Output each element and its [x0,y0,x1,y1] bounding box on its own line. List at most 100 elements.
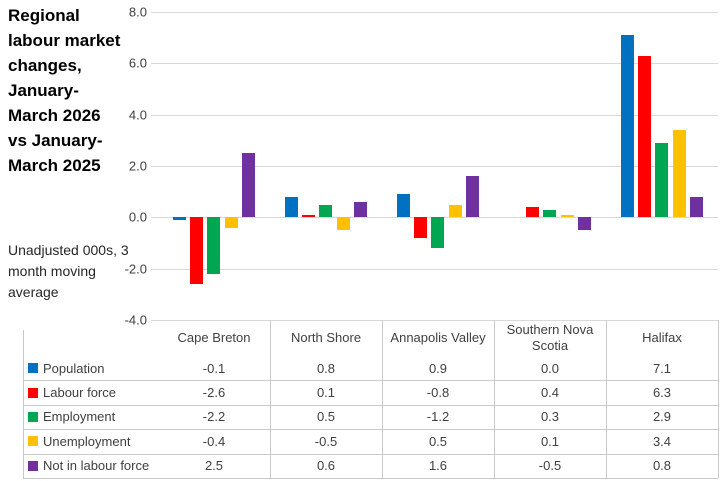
y-axis-label: 4.0 [128,107,147,123]
bar-population-north-shore [284,196,298,218]
chart-title: Regional labour market changes, January-… [8,6,121,175]
table-value-employment-annapolis-valley: -1.2 [426,409,450,425]
legend-swatch-employment [28,411,38,422]
table-value-employment-halifax: 2.9 [652,409,672,425]
bar-not-in-labour-force-southern-nova-scotia [578,217,592,231]
y-axis-label: 0.0 [128,209,147,225]
table-value-labour-force-halifax: 6.3 [652,385,672,401]
table-column-divider [270,320,271,478]
category-label-southern-nova-scotia: Southern Nova Scotia [506,322,594,353]
bar-unemployment-halifax [672,130,686,218]
table-value-not-in-labour-force-annapolis-valley: 1.6 [428,458,448,474]
legend-label: Population [43,360,105,376]
legend-swatch-not-in-labour-force [28,460,38,471]
y-axis-tick [151,63,158,65]
legend-swatch-population [28,363,38,374]
bar-labour-force-halifax [637,55,651,218]
bar-labour-force-cape-breton [189,217,203,285]
table-value-population-annapolis-valley: 0.9 [428,360,448,376]
y-axis-tick [151,268,158,270]
y-axis-label: -2.0 [124,261,147,277]
gridline [158,12,718,13]
legend-swatch-unemployment [28,436,38,447]
table-row-divider [23,404,718,406]
table-value-not-in-labour-force-southern-nova-scotia: -0.5 [538,458,562,474]
legend-label: Employment [43,409,116,425]
bar-employment-southern-nova-scotia [543,209,557,218]
table-value-unemployment-annapolis-valley: 0.5 [428,433,448,449]
table-value-labour-force-north-shore: 0.1 [316,385,336,401]
table-value-unemployment-halifax: 3.4 [652,433,672,449]
table-value-employment-southern-nova-scotia: 0.3 [540,409,560,425]
table-value-employment-north-shore: 0.5 [316,409,336,425]
table-value-labour-force-annapolis-valley: -0.8 [426,385,450,401]
gridline [158,166,718,167]
bar-employment-cape-breton [207,217,221,274]
legend-item-population: Population [28,356,158,380]
category-label-north-shore: North Shore [290,330,362,345]
table-column-divider [382,320,383,478]
bar-population-cape-breton [172,217,186,220]
table-value-unemployment-north-shore: -0.5 [314,433,338,449]
gridline [158,268,718,270]
category-label-annapolis-valley: Annapolis Valley [390,330,486,345]
legend-label: Unemployment [43,433,131,449]
table-value-not-in-labour-force-cape-breton: 2.5 [204,458,224,474]
bar-unemployment-cape-breton [224,217,238,228]
table-column-divider [606,320,607,478]
bar-employment-annapolis-valley [431,217,445,249]
legend-item-employment: Employment [28,405,158,429]
table-column-divider [494,320,495,478]
category-label-halifax: Halifax [642,330,682,345]
y-axis-tick [151,217,158,219]
bar-unemployment-annapolis-valley [448,204,462,218]
y-axis-label: -4.0 [124,312,147,328]
table-value-labour-force-cape-breton: -2.6 [202,385,226,401]
bar-labour-force-annapolis-valley [413,217,427,238]
table-value-not-in-labour-force-north-shore: 0.6 [316,458,336,474]
bar-population-halifax [620,35,634,218]
table-value-population-southern-nova-scotia: 0.0 [540,360,560,376]
y-axis-tick [151,166,158,167]
y-axis-label: 8.0 [128,4,147,20]
table-row-divider [23,380,718,382]
bar-not-in-labour-force-halifax [690,196,704,218]
y-axis-tick [151,12,158,13]
table-value-population-cape-breton: -0.1 [202,360,226,376]
table-left-border [23,330,24,478]
table-value-population-halifax: 7.1 [652,360,672,376]
table-value-population-north-shore: 0.8 [316,360,336,376]
table-row-divider [23,478,718,479]
legend-label: Labour force [43,385,116,401]
bar-not-in-labour-force-cape-breton [242,153,256,218]
y-axis-label: 6.0 [128,55,147,71]
legend-item-unemployment: Unemployment [28,429,158,453]
x-axis-line [158,320,718,321]
table-value-unemployment-southern-nova-scotia: 0.1 [540,433,560,449]
y-axis-label: 2.0 [128,158,147,174]
table-row-divider [23,429,718,431]
category-label-cape-breton: Cape Breton [177,330,251,345]
bar-unemployment-southern-nova-scotia [560,214,574,218]
bar-labour-force-southern-nova-scotia [525,207,539,218]
bar-unemployment-north-shore [336,217,350,231]
y-axis-tick [151,114,158,116]
bar-employment-north-shore [319,204,333,218]
bar-population-annapolis-valley [396,194,410,218]
table-value-labour-force-southern-nova-scotia: 0.4 [540,385,560,401]
gridline [158,114,718,116]
legend-swatch-labour-force [28,387,38,398]
bar-not-in-labour-force-north-shore [354,201,368,218]
table-row-divider [23,453,718,455]
table-value-employment-cape-breton: -2.2 [202,409,226,425]
legend-label: Not in labour force [43,458,150,474]
chart-subtitle: Unadjusted 000s, 3 month moving average [8,242,129,300]
gridline [158,63,718,65]
bar-employment-halifax [655,142,669,218]
legend-item-not-in-labour-force: Not in labour force [28,454,158,478]
legend-item-labour-force: Labour force [28,380,158,404]
y-axis-tick [151,320,158,321]
bar-labour-force-north-shore [301,214,315,218]
table-right-border [718,320,719,478]
